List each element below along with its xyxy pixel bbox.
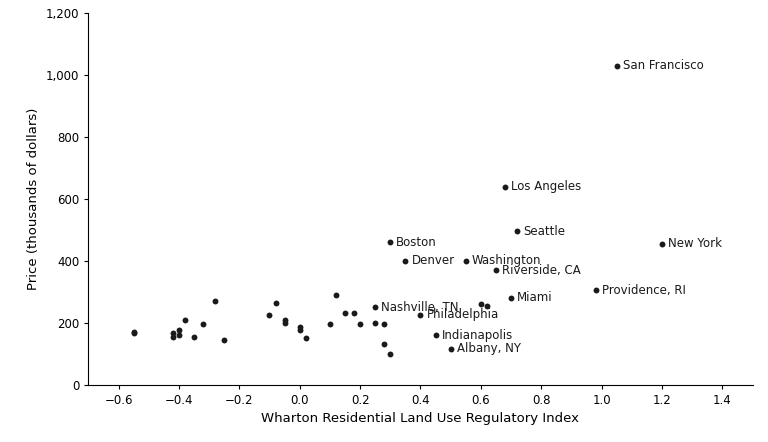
Text: Riverside, CA: Riverside, CA [502, 263, 581, 277]
Point [324, 321, 336, 328]
Point [415, 311, 427, 318]
Point [218, 336, 230, 343]
Point [399, 257, 412, 264]
Point [127, 330, 140, 337]
Point [505, 294, 517, 301]
Text: Indianapolis: Indianapolis [442, 328, 513, 342]
Point [499, 183, 511, 190]
Point [590, 286, 602, 293]
Point [384, 239, 396, 246]
Text: Washington: Washington [472, 254, 541, 267]
Text: Los Angeles: Los Angeles [511, 180, 581, 193]
Text: Albany, NY: Albany, NY [457, 343, 521, 355]
Point [490, 267, 502, 274]
Point [127, 328, 140, 335]
Text: Seattle: Seattle [523, 225, 565, 238]
Point [339, 310, 351, 317]
Point [167, 330, 179, 337]
Point [611, 62, 623, 69]
Text: Nashville, TN: Nashville, TN [381, 301, 458, 314]
Text: Providence, RI: Providence, RI [601, 284, 686, 297]
Text: San Francisco: San Francisco [623, 59, 703, 72]
Point [369, 319, 382, 326]
Point [179, 316, 191, 323]
Point [300, 335, 312, 342]
Point [293, 324, 306, 331]
Point [209, 297, 221, 305]
Point [511, 228, 523, 235]
Point [173, 327, 185, 334]
Point [279, 319, 291, 326]
Point [329, 291, 342, 298]
Text: Boston: Boston [396, 236, 437, 249]
Text: New York: New York [668, 237, 722, 250]
Y-axis label: Price (thousands of dollars): Price (thousands of dollars) [27, 108, 40, 290]
Point [384, 350, 396, 357]
Point [293, 327, 306, 334]
X-axis label: Wharton Residential Land Use Regulatory Index: Wharton Residential Land Use Regulatory … [261, 412, 580, 425]
Point [378, 321, 390, 328]
Point [445, 346, 457, 353]
Point [173, 332, 185, 339]
Point [656, 240, 668, 247]
Point [378, 341, 390, 348]
Point [270, 299, 282, 306]
Point [459, 257, 472, 264]
Text: Miami: Miami [517, 291, 553, 305]
Text: Denver: Denver [412, 254, 455, 267]
Point [481, 302, 493, 309]
Text: Philadelphia: Philadelphia [426, 309, 498, 321]
Point [369, 304, 382, 311]
Point [263, 311, 276, 318]
Point [279, 316, 291, 323]
Point [354, 321, 366, 328]
Point [348, 310, 360, 317]
Point [167, 333, 179, 340]
Point [429, 332, 442, 339]
Point [475, 301, 487, 308]
Point [197, 321, 209, 328]
Point [188, 333, 200, 340]
